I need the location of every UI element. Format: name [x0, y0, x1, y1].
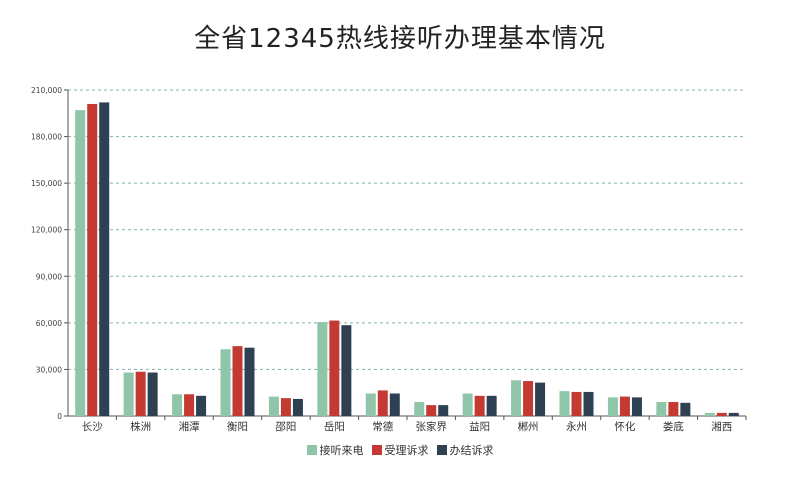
- legend-swatch: [436, 445, 447, 455]
- bar-3-11: [583, 391, 594, 416]
- legend-label: 受理诉求: [384, 444, 429, 457]
- bar-1-8: [414, 402, 425, 416]
- bar-3-10: [535, 382, 546, 416]
- bar-1-9: [462, 393, 473, 416]
- bar-1-11: [559, 391, 570, 416]
- x-tick-label: 湘潭: [179, 420, 200, 433]
- bar-1-3: [172, 394, 183, 416]
- x-tick-label: 怀化: [614, 420, 635, 433]
- bar-1-5: [268, 396, 279, 416]
- x-tick-label: 郴州: [518, 420, 539, 433]
- bar-2-4: [232, 346, 243, 416]
- bar-2-14: [716, 412, 727, 416]
- legend: 接听来电 受理诉求 办结诉求: [0, 442, 800, 458]
- bar-1-10: [511, 380, 522, 416]
- bar-2-1: [87, 103, 98, 416]
- bar-3-7: [389, 393, 400, 416]
- x-tick-label: 株洲: [130, 420, 151, 433]
- y-tick-label: 150,000: [31, 179, 62, 188]
- bar-1-14: [704, 412, 715, 416]
- bar-3-9: [486, 395, 497, 416]
- bar-2-11: [571, 391, 582, 416]
- x-tick-label: 衡阳: [227, 421, 248, 433]
- bar-1-6: [317, 322, 328, 416]
- x-tick-label: 益阳: [469, 420, 490, 433]
- y-tick-label: 180,000: [31, 133, 62, 142]
- x-tick-label: 张家界: [415, 420, 447, 433]
- chart-title: 全省12345热线接听办理基本情况: [194, 24, 606, 54]
- x-tick-label: 常德: [372, 420, 393, 433]
- y-tick-label: 60,000: [36, 319, 62, 328]
- x-tick-label: 邵阳: [275, 421, 296, 433]
- y-tick-label: 90,000: [36, 272, 62, 281]
- y-tick-label: 210,000: [31, 86, 62, 95]
- bar-2-5: [280, 398, 291, 416]
- bar-3-2: [147, 372, 158, 416]
- bar-3-8: [438, 405, 449, 416]
- bar-2-6: [329, 320, 340, 416]
- bar-1-12: [607, 397, 618, 416]
- bar-1-2: [123, 372, 134, 416]
- y-tick-label: 0: [57, 412, 62, 421]
- bar-2-2: [135, 371, 146, 416]
- bar-1-4: [220, 349, 231, 416]
- bar-2-7: [377, 390, 388, 416]
- bar-2-13: [668, 402, 679, 416]
- x-tick-label: 岳阳: [324, 421, 345, 433]
- bar-1-7: [365, 393, 376, 416]
- bar-3-14: [728, 412, 739, 416]
- bar-3-4: [244, 347, 255, 416]
- bar-3-13: [680, 402, 691, 416]
- legend-item-2[interactable]: 受理诉求: [371, 442, 429, 458]
- bar-3-6: [341, 325, 352, 416]
- legend-item-3[interactable]: 办结诉求: [436, 442, 494, 458]
- bar-2-12: [619, 396, 630, 416]
- legend-swatch: [306, 445, 317, 455]
- x-tick-label: 湘西: [711, 420, 732, 433]
- y-tick-label: 120,000: [31, 226, 62, 235]
- x-tick-label: 娄底: [663, 420, 684, 433]
- bar-3-5: [292, 398, 303, 416]
- x-tick-label: 长沙: [82, 421, 103, 433]
- bar-2-9: [474, 395, 485, 416]
- x-tick-label: 永州: [566, 420, 587, 433]
- bar-2-10: [523, 381, 534, 416]
- y-tick-label: 30,000: [36, 365, 62, 374]
- legend-label: 办结诉求: [449, 444, 494, 457]
- legend-swatch: [371, 445, 382, 455]
- bar-3-1: [99, 102, 110, 417]
- bar-2-3: [184, 394, 195, 416]
- bar-1-13: [656, 402, 667, 416]
- bar-1-1: [75, 110, 86, 416]
- bar-2-8: [426, 405, 437, 416]
- bar-3-12: [631, 397, 642, 416]
- bar-3-3: [196, 395, 207, 416]
- legend-item-1[interactable]: 接听来电: [306, 442, 364, 458]
- legend-label: 接听来电: [319, 444, 364, 457]
